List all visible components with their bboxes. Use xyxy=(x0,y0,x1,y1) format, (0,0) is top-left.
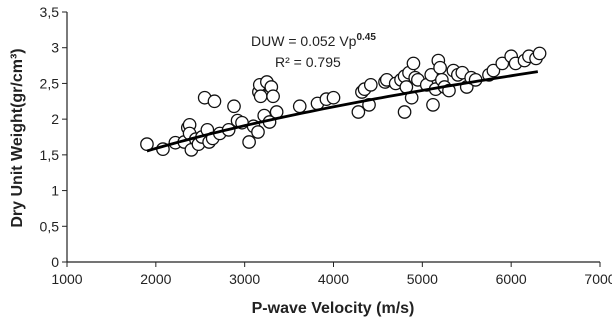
data-point xyxy=(495,56,510,71)
r-squared-label: R² = 0.795 xyxy=(275,54,341,70)
fit-equation: DUW = 0.052 Vp0.45 xyxy=(251,32,376,49)
data-point xyxy=(351,105,366,119)
y-axis-title: Dry Unit Weight(gr/cm³) xyxy=(9,48,26,227)
x-tick-label: 4000 xyxy=(318,271,349,287)
y-tick-label: 2 xyxy=(51,111,59,127)
fit-equation-exponent: 0.45 xyxy=(356,32,376,43)
data-point xyxy=(227,99,241,114)
data-point xyxy=(266,89,280,104)
x-axis-title: P-wave Velocity (m/s) xyxy=(252,300,415,317)
data-point xyxy=(486,63,501,78)
data-point xyxy=(433,60,447,75)
y-tick-label: 3,5 xyxy=(40,4,60,20)
fit-equation-base: DUW = 0.052 Vp xyxy=(251,33,357,49)
data-point xyxy=(397,105,412,119)
data-point xyxy=(207,94,222,109)
data-point xyxy=(426,98,440,112)
plot-area: 0 0,5 1 1,5 2 2,5 3 3,5 1000 2000 3000 4000 5000 600… xyxy=(40,4,612,287)
data-point xyxy=(326,90,341,105)
y-axis-ticks: 0 0,5 1 1,5 2 2,5 3 3,5 xyxy=(40,4,67,270)
x-tick-label: 5000 xyxy=(407,271,438,287)
y-tick-label: 1 xyxy=(51,183,59,199)
data-point xyxy=(292,99,307,114)
data-point xyxy=(253,89,268,104)
x-tick-label: 1000 xyxy=(51,271,82,287)
data-point xyxy=(406,56,421,71)
data-point xyxy=(532,46,547,61)
data-point xyxy=(251,125,265,139)
data-points xyxy=(140,46,547,157)
trendline xyxy=(146,70,539,153)
x-axis-ticks: 1000 2000 3000 4000 5000 6000 7000 xyxy=(51,262,612,287)
data-point xyxy=(363,78,378,92)
y-tick-label: 3 xyxy=(51,40,59,56)
y-tick-label: 0 xyxy=(51,254,59,270)
x-tick-label: 6000 xyxy=(496,271,527,287)
y-tick-label: 2,5 xyxy=(40,75,60,91)
y-tick-label: 0,5 xyxy=(40,218,60,234)
data-point xyxy=(242,135,256,149)
x-tick-label: 7000 xyxy=(584,271,612,287)
y-tick-label: 1,5 xyxy=(40,147,60,163)
x-tick-label: 3000 xyxy=(229,271,260,287)
x-tick-label: 2000 xyxy=(140,271,171,287)
